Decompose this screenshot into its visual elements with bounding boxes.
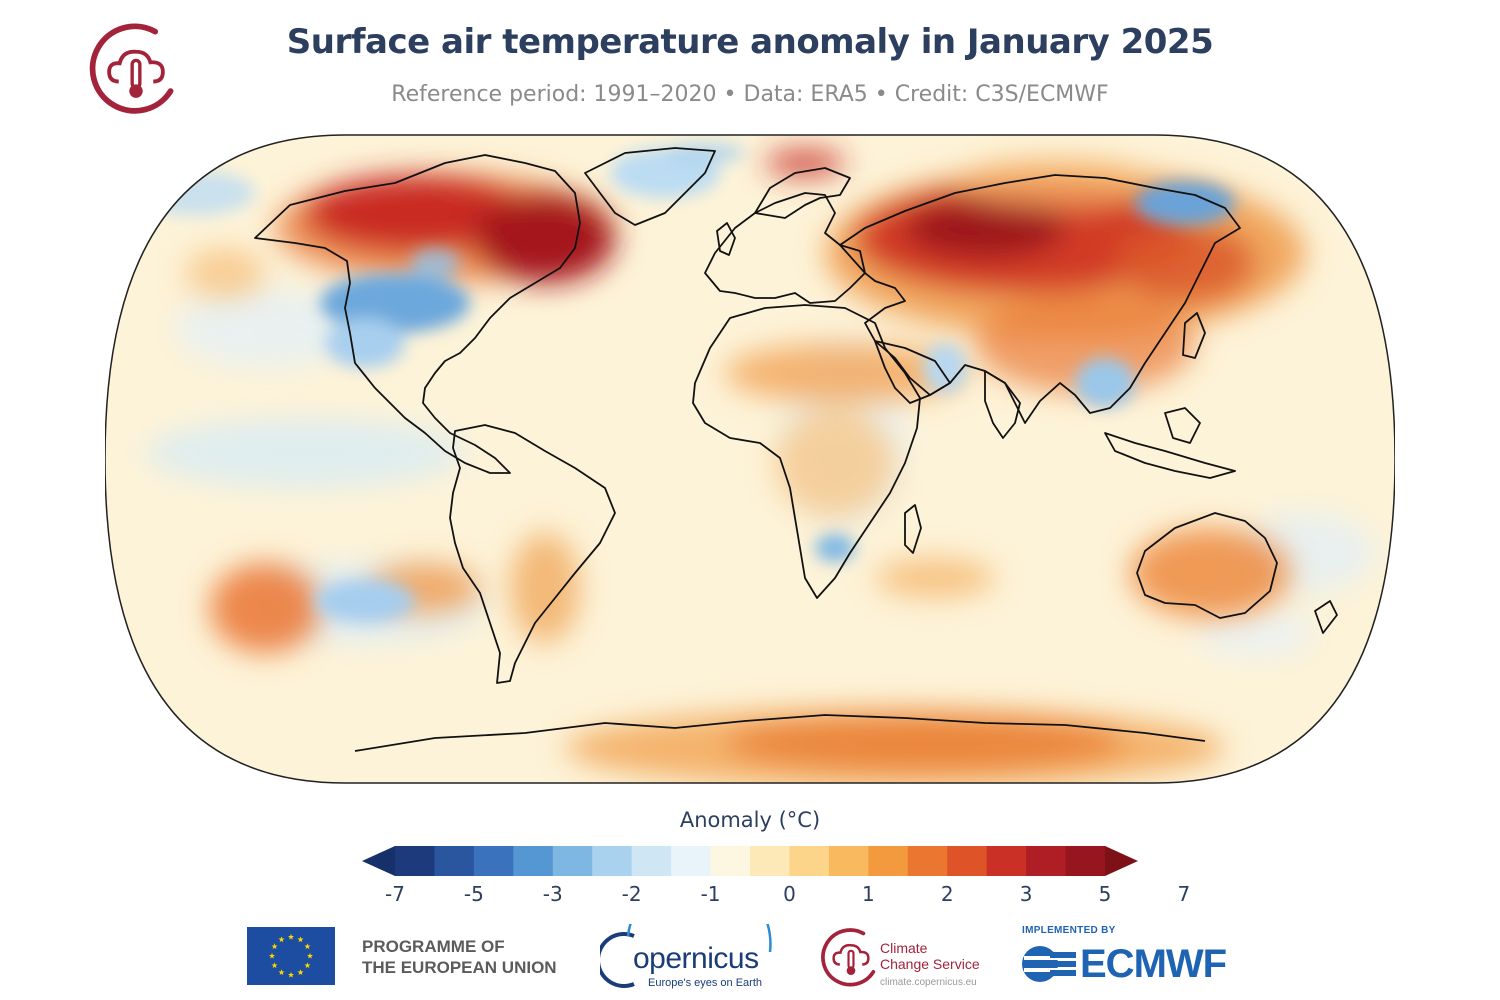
page-title: Surface air temperature anomaly in Janua… [286,22,1214,62]
eu-star [306,952,314,959]
ccs-line-1: Climate [880,940,928,956]
colorbar-bin [1065,846,1106,876]
anomaly-field [105,135,1395,783]
colorbar-bin [395,846,435,876]
colorbar-bin [710,846,751,876]
colorbar-tick-label: 3 [1019,882,1033,906]
colorbar-ticks: -7 -5 -3 -2 -1 0 1 2 3 5 7 [360,880,1190,910]
eu-star [287,933,295,940]
colorbar-bin [552,846,593,876]
colorbar-bin [750,846,790,876]
colorbar-tick-label: 0 [783,882,796,906]
eu-star [271,962,278,969]
colorbar-bin [631,846,672,876]
copernicus-wordmark: opernicus [633,942,759,975]
legend-title: Anomaly (°C) [679,808,821,832]
colorbar-bin [828,846,869,876]
eu-star [271,943,278,950]
eu-star [278,936,285,943]
eu-star [268,952,276,959]
colorbar-bin [592,846,633,876]
colorbar-tick-label: -2 [621,882,642,906]
ccs-url: climate.copernicus.eu [880,977,977,988]
colorbar-tick-label: 5 [1098,882,1112,906]
ecmwf-logo-icon [1022,946,1078,982]
copernicus-logo-icon [600,924,772,988]
colorbar-tick-label: -3 [542,882,563,906]
climate-change-service-icon [821,928,876,987]
colorbar-bin [473,846,514,876]
colorbar-bin [789,846,830,876]
colorbar-tick-label: -1 [700,882,721,906]
eu-line-1: PROGRAMME OF [362,937,505,956]
eu-star [278,969,285,976]
ccs-label: Climate Change Service [880,940,980,972]
colorbar-bin [986,846,1027,876]
colorbar-bin [671,846,712,876]
eu-star [297,936,304,943]
coastlines [254,147,1338,752]
globe-outline [105,134,1395,784]
eu-star [287,971,295,978]
implemented-by-label: IMPLEMENTED BY [1022,925,1116,936]
page-subtitle: Reference period: 1991–2020 • Data: ERA5… [391,82,1109,107]
colorbar-tick-label: 7 [1177,882,1191,906]
eu-line-2: THE EUROPEAN UNION [362,958,557,977]
copernicus-tagline: Europe's eyes on Earth [648,977,763,989]
colorbar-tick-label: -5 [463,882,484,906]
colorbar-tick-label: -7 [385,882,405,906]
colorbar-bin [907,846,948,876]
eu-star [297,969,304,976]
eu-flag-icon [247,927,335,985]
colorbar-bin [434,846,475,876]
ccs-line-2: Change Service [880,956,980,972]
eu-star [304,962,311,969]
colorbar-bin [513,846,554,876]
colorbar-over-arrow [1105,846,1138,876]
c3s-logo [89,23,174,114]
colorbar-tick-label: 1 [861,882,875,906]
ecmwf-wordmark: ECMWF [1080,942,1227,986]
anomaly-map [105,134,1395,784]
colorbar-bin [947,846,988,876]
colorbar [362,846,1138,876]
colorbar-tick-label: 2 [940,882,954,906]
colorbar-bin [1026,846,1067,876]
colorbar-bin [868,846,909,876]
eu-star [304,943,311,950]
colorbar-under-arrow [362,846,395,876]
eu-programme-label: PROGRAMME OF THE EUROPEAN UNION [362,936,557,978]
